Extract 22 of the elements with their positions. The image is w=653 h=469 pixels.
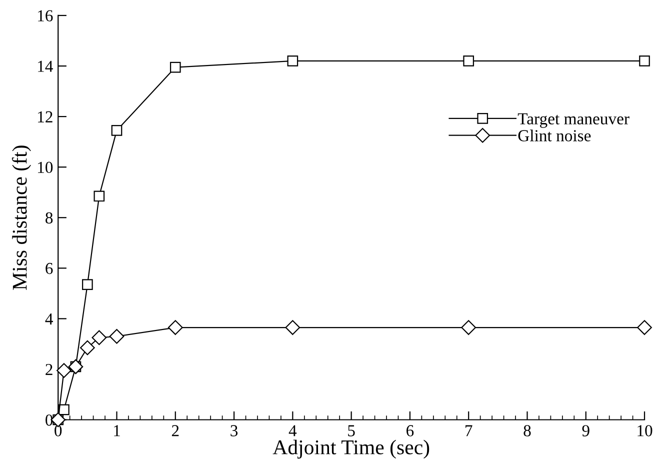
y-tick-label: 10 (38, 162, 53, 174)
y-tick-label: 4 (45, 313, 53, 324)
x-tick-label: 5 (348, 425, 355, 436)
x-axis-title: Adjoint Time (sec) (272, 440, 430, 459)
x-tick-label: 7 (466, 425, 472, 436)
legend-label: Glint noise (518, 130, 591, 142)
y-tick-label: 8 (46, 212, 53, 224)
y-tick-label: 16 (38, 10, 53, 22)
x-tick-label: 9 (582, 425, 590, 436)
y-tick-label: 2 (46, 364, 52, 376)
x-tick-label: 1 (114, 425, 120, 436)
x-tick-label: 4 (288, 425, 297, 436)
y-tick-label: 14 (38, 60, 53, 72)
legend-label: Target maneuver (518, 113, 630, 128)
y-tick-label: 12 (38, 111, 52, 122)
x-tick-label: 8 (524, 425, 531, 436)
x-tick-label: 10 (638, 425, 652, 436)
x-tick-label: 6 (406, 425, 414, 436)
y-tick-label: 6 (46, 262, 53, 274)
x-tick-label: 3 (230, 425, 238, 436)
x-tick-label: 2 (172, 425, 179, 436)
y-axis-title: Miss distance (ft) (12, 146, 32, 290)
